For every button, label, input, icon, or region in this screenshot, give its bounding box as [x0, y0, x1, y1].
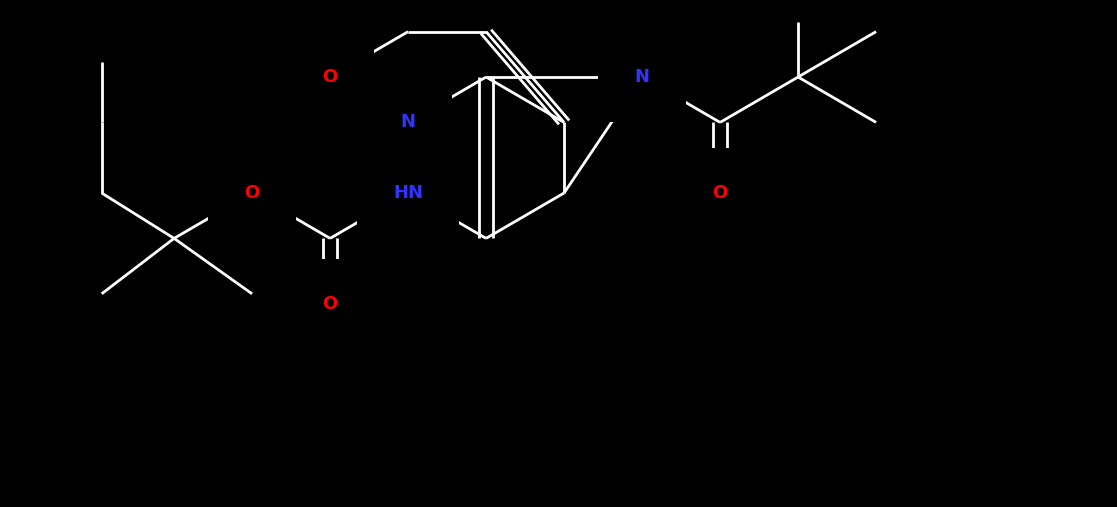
Text: O: O — [323, 68, 337, 86]
Text: O: O — [713, 184, 727, 202]
Text: N: N — [634, 68, 650, 86]
Text: N: N — [401, 114, 416, 131]
Text: O: O — [245, 184, 260, 202]
Text: O: O — [323, 295, 337, 313]
Text: HN: HN — [393, 184, 423, 202]
